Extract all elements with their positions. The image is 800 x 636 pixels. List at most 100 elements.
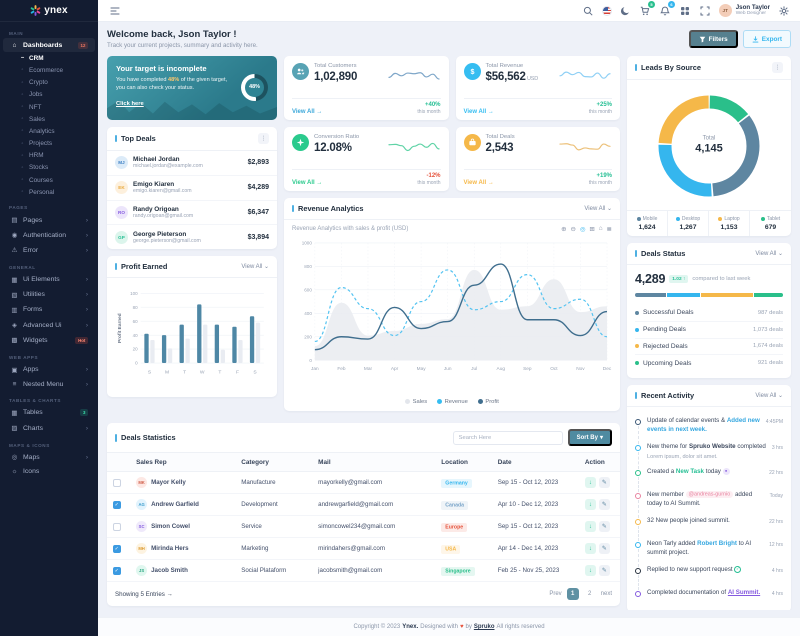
view-all-link[interactable]: View All → [292,109,323,115]
profit-view-all-dropdown[interactable]: View All ⌄ [241,264,269,271]
sidebar-section-label-general: GENERAL [9,265,36,270]
activity-view-all-dropdown[interactable]: View All ⌄ [755,393,783,400]
lead-value: 679 [764,224,777,231]
download-action-button[interactable]: ↓ [584,543,596,555]
language-flag-icon[interactable] [601,5,612,16]
filters-button[interactable]: Filters [688,30,738,48]
column-header-location: Location [435,453,492,473]
user-profile-chip[interactable]: JT Json Taylor Web Designer [718,4,770,17]
activity-item: Neon Tarly added Robert Bright to AI sum… [635,536,783,567]
apps-grid-icon[interactable] [679,4,692,17]
zoom-out-icon[interactable]: ⊖ [570,226,576,233]
activity-link[interactable]: Added new events in next week. [647,417,760,434]
activity-link[interactable]: Robert Bright [697,539,737,547]
row-checkbox[interactable] [113,523,121,531]
sidebar-subitem-sales[interactable]: ◦ Sales [0,113,98,125]
pagination-prev[interactable]: Prev [549,591,562,598]
sidebar-subitem-personal[interactable]: ◦ Personal [0,186,98,198]
sidebar-item-ui-elements[interactable]: ▦ Ui Elements › [3,272,95,287]
leads-menu-icon[interactable]: ⋮ [772,62,783,73]
view-all-link[interactable]: View All → [292,180,323,186]
download-action-button[interactable]: ↓ [584,521,596,533]
column-select-all [107,453,131,473]
showing-arrow[interactable]: → [166,590,173,598]
notifications-bell-icon[interactable]: 6 [659,1,675,17]
sidebar-subitem-stocks[interactable]: ◦ Stocks [0,162,98,174]
sidebar-subitem-hrm[interactable]: ◦ HRM [0,150,98,162]
row-checkbox[interactable]: ✓ [113,545,121,553]
sidebar-subitem-crypto[interactable]: ◦ Crypto [0,77,98,89]
row-checkbox[interactable] [113,479,121,487]
sidebar-item-utilities[interactable]: ▧ Utilities › [3,287,95,302]
sales-rep-cell: MK Mayor Kelly [136,477,229,489]
sidebar-subitem-nft[interactable]: ◦ NFT [0,101,98,113]
edit-action-button[interactable]: ✎ [598,521,610,533]
dark-mode-icon[interactable] [619,4,632,17]
pagination-page-2[interactable]: 2 [587,591,592,598]
pagination-page-1[interactable]: 1 [566,588,579,601]
sidebar-item-advanced-ui[interactable]: ◈ Advanced Ui › [3,318,95,333]
avatar: EK [115,181,128,195]
download-action-button[interactable]: ↓ [584,477,596,489]
view-all-link[interactable]: View All → [463,180,494,186]
menu-icon[interactable]: ≣ [606,226,612,233]
sidebar-subitem-analytics[interactable]: ◦ Analytics [0,125,98,137]
sidebar-item-maps[interactable]: ◎ Maps › [3,450,95,465]
stat-value: 12.08% [314,142,352,154]
sidebar-item-icons[interactable]: ☼ Icons [3,465,95,479]
view-all-link[interactable]: View All → [463,109,494,115]
hamburger-menu-icon[interactable] [108,4,121,17]
sidebar-item-widgets[interactable]: ▩ Widgets Hot [3,333,95,348]
sidebar-item-tables[interactable]: ▦ Tables 3 [3,405,95,420]
sidebar-item-dashboards[interactable]: ⌂ Dashboards 12 [3,38,95,53]
export-button[interactable]: Export [742,30,791,48]
activity-dot [635,492,641,499]
activity-bold: Spruko Website [688,443,736,451]
pan-icon[interactable]: ⊞ [589,226,595,233]
sidebar-subitem-label: HRM [29,152,44,160]
donut-center-label: Total [702,135,716,142]
edit-action-button[interactable]: ✎ [598,499,610,511]
svg-text:Jun: Jun [444,366,452,372]
sort-by-button[interactable]: Sort By ▾ [567,429,612,447]
pagination-next[interactable]: next [600,591,612,598]
brand-name: ynex [44,5,68,16]
edit-action-button[interactable]: ✎ [598,477,610,489]
deals-status-view-all-dropdown[interactable]: View All ⌄ [755,251,783,257]
vendor-link[interactable]: Spruko [473,624,495,630]
sidebar-item-charts[interactable]: ▨ Charts › [3,421,95,436]
settings-gear-icon[interactable] [777,4,790,17]
fullscreen-icon[interactable] [699,4,712,17]
table-search-input[interactable] [452,430,563,445]
sidebar-subitem-ecommerce[interactable]: ◦ Ecommerce [0,64,98,76]
zoom-in-icon[interactable]: ⊕ [561,226,567,233]
status-count: 921 deals [757,360,783,367]
edit-action-button[interactable]: ✎ [598,565,610,577]
sidebar-subitem-jobs[interactable]: ◦ Jobs [0,89,98,101]
sidebar-item-forms[interactable]: ▥ Forms › [3,302,95,317]
cart-icon[interactable]: 5 [639,1,655,17]
target-click-here-link[interactable]: Click here [116,101,144,108]
activity-purple-link[interactable]: AI Summit. [727,588,761,596]
selection-zoom-icon[interactable]: ◎ [579,226,586,233]
sidebar-item-authentication[interactable]: ◉ Authentication › [3,228,95,243]
brand-logo[interactable]: ynex [0,0,98,22]
download-action-button[interactable]: ↓ [584,565,596,577]
sidebar-item-error[interactable]: ⚠ Error › [3,243,95,258]
download-action-button[interactable]: ↓ [584,499,596,511]
search-icon[interactable] [582,4,595,17]
sidebar-item-apps[interactable]: ▣ Apps › [3,362,95,377]
row-checkbox[interactable]: ✓ [113,567,121,575]
sidebar-subitem-courses[interactable]: ◦ Courses [0,174,98,186]
sidebar-item-pages[interactable]: ▤ Pages › [3,212,95,227]
sidebar-item-label: Forms [23,306,43,314]
home-icon[interactable]: ⌂ [598,225,603,232]
row-checkbox[interactable]: ✓ [113,501,121,509]
sidebar-subitem-projects[interactable]: ◦ Projects [0,138,98,150]
bullet-icon: ◦ [21,104,24,111]
sidebar-subitem-crm[interactable]: – CRM [0,52,98,64]
revenue-view-all-dropdown[interactable]: View All ⌄ [584,206,612,212]
edit-action-button[interactable]: ✎ [598,543,610,555]
sidebar-item-nested-menu[interactable]: ≡ Nested Menu › [3,377,95,391]
top-deals-menu-icon[interactable]: ⋮ [258,133,269,144]
